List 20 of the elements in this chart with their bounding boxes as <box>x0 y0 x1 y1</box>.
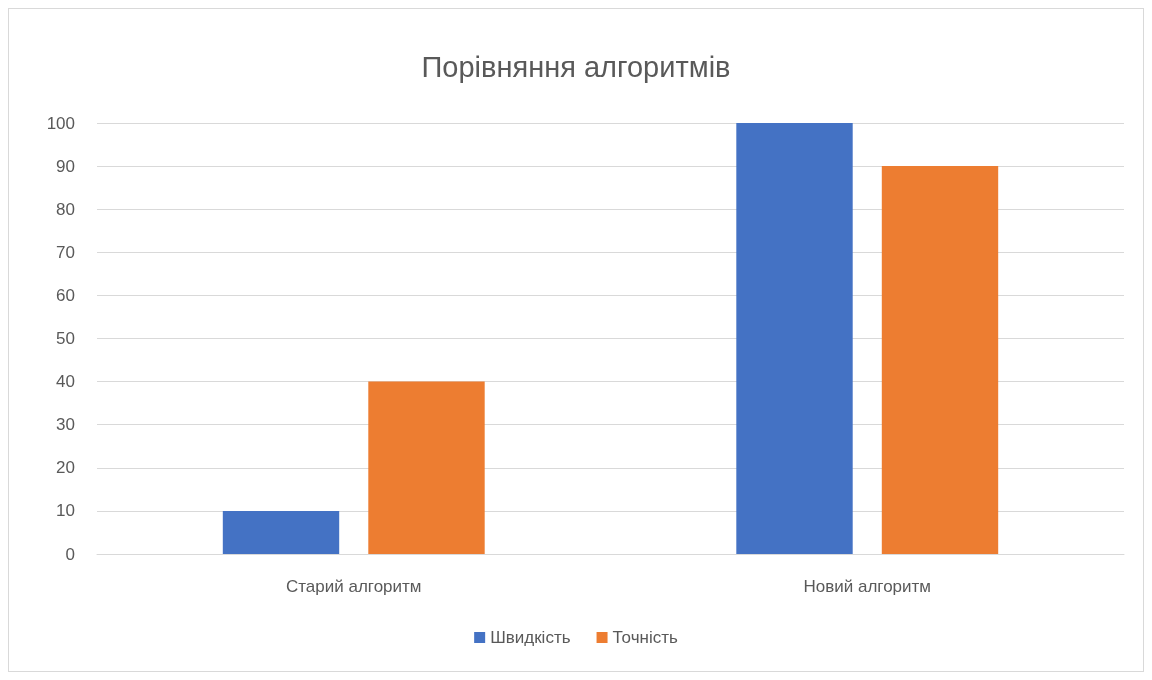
legend-label: Точність <box>612 628 678 647</box>
bar <box>368 381 485 554</box>
bar <box>881 166 999 554</box>
y-tick-label: 0 <box>65 544 75 564</box>
bar <box>736 123 853 554</box>
y-tick-label: 70 <box>56 242 75 262</box>
x-tick-label: Старий алгоритм <box>285 577 422 596</box>
y-tick-label: 100 <box>46 113 75 133</box>
y-tick-label: 20 <box>56 458 75 478</box>
y-tick-label: 40 <box>56 372 75 392</box>
chart-title: Порівняння алгоритмів <box>421 50 731 83</box>
bar <box>222 510 340 554</box>
y-tick-label: 80 <box>56 199 75 219</box>
x-tick-label: Новий алгоритм <box>803 577 932 596</box>
y-tick-label: 90 <box>56 156 75 176</box>
y-tick-label: 60 <box>56 285 75 305</box>
y-tick-label: 50 <box>56 329 75 348</box>
y-tick-label: 10 <box>56 501 75 521</box>
y-tick-label: 30 <box>56 415 75 435</box>
legend-label: Швидкість <box>490 628 571 647</box>
